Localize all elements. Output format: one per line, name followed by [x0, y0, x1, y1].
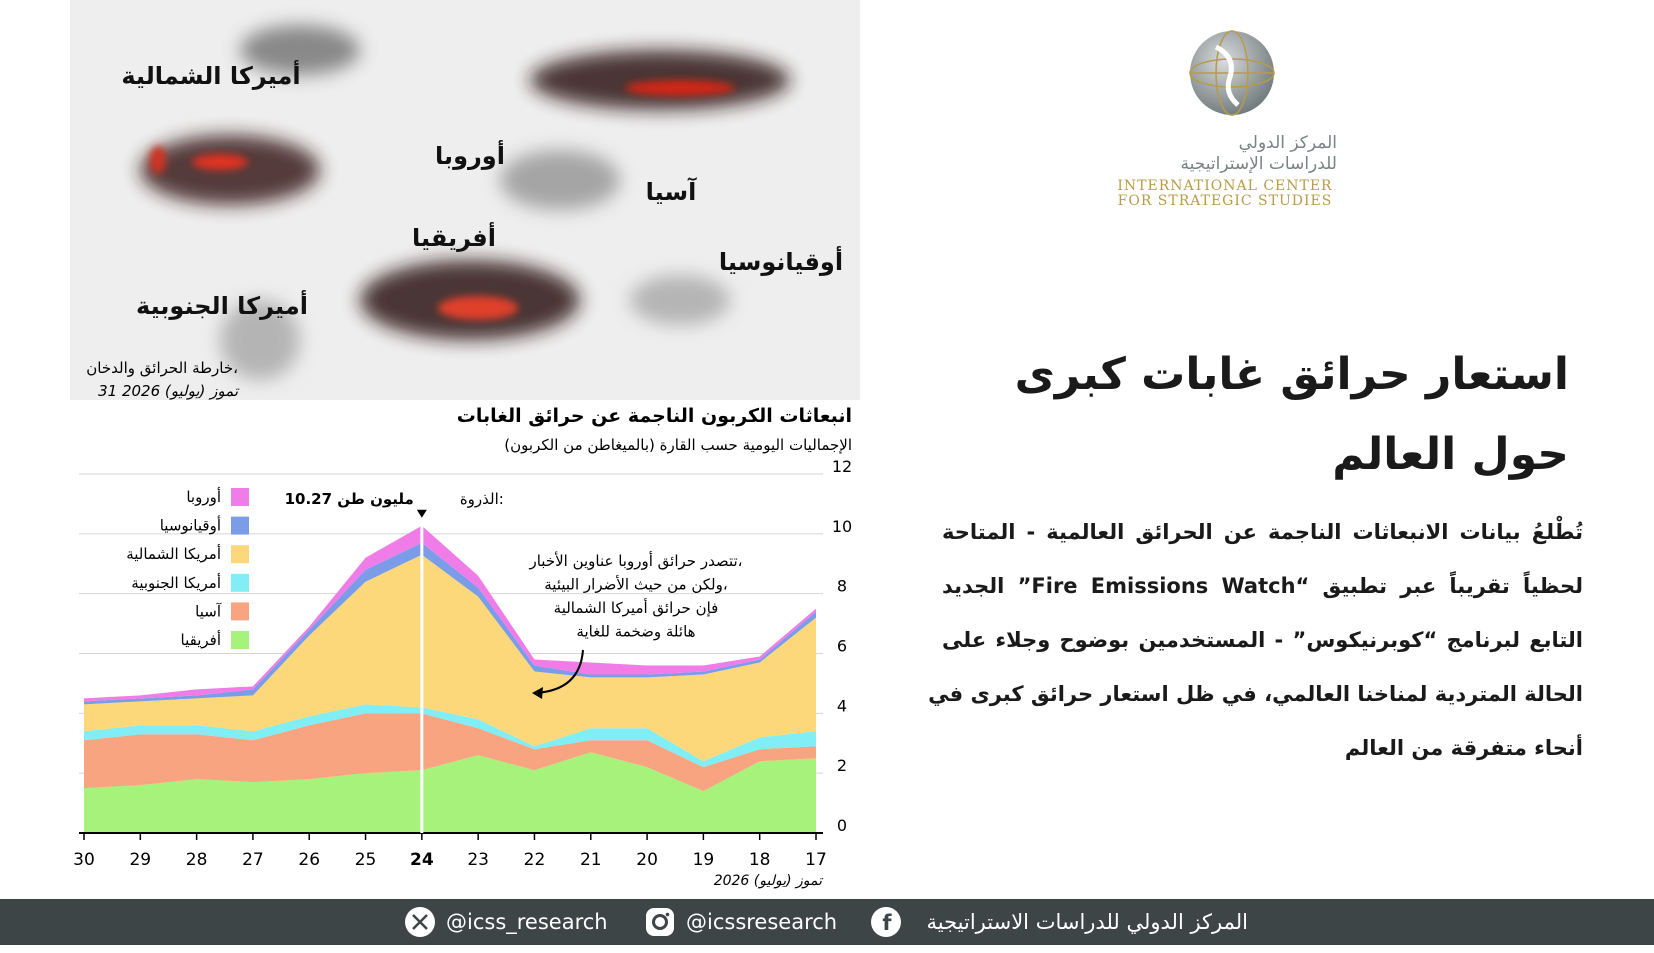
logo-arabic-line: المركز الدولي [1238, 133, 1337, 153]
article-line: التابع لبرنامج “كوبرنيكوس” - المستخدمين … [942, 628, 1583, 652]
x-tick-label: 25 [355, 850, 377, 870]
x-tick-label: 29 [129, 850, 151, 870]
x-tick-label: 22 [524, 850, 546, 870]
x-tick-label: 18 [749, 850, 771, 870]
map-caption: 31 تموز (يوليو) 2026 [98, 382, 240, 400]
continent-label: أفريقيا [412, 222, 496, 252]
footer-instagram[interactable]: @icssresearch [686, 910, 838, 934]
continent-labels: أميركا الشمالية أوروبا آسيا أفريقيا أوقي… [121, 60, 843, 320]
peak-label: الذروة: [460, 490, 504, 508]
logo-english: INTERNATIONAL CENTER FOR STRATEGIC STUDI… [1112, 179, 1338, 209]
legend-swatch [231, 602, 249, 621]
legend-label: أمريكا الجنوبية [131, 573, 221, 592]
area [84, 704, 816, 768]
footer-x[interactable]: @icss_research [446, 910, 608, 934]
legend-label: آسيا [195, 602, 222, 620]
area [84, 713, 816, 792]
area [84, 525, 816, 702]
continent-label: أوقيانوسيا [719, 246, 843, 276]
y-tick-label: 8 [837, 577, 847, 596]
callout-text: هائلة وضخمة للغاية [576, 623, 695, 641]
svg-text:f: f [882, 911, 892, 935]
callout-arrowhead [532, 687, 543, 699]
logo [1186, 27, 1278, 123]
logo-english-line: FOR STRATEGIC STUDIES [1117, 193, 1333, 209]
article-line: لحظياً تقريباً عبر تطبيق “Fire Emissions… [942, 574, 1583, 598]
y-tick-label: 2 [837, 756, 847, 775]
fire-map [70, 0, 860, 400]
y-tick-label: 12 [832, 457, 852, 476]
footer: المركز الدولي للدراسات الاستراتيجية f @i… [0, 899, 1654, 945]
footer-organization[interactable]: المركز الدولي للدراسات الاستراتيجية [926, 910, 1248, 934]
x-tick-label: 23 [467, 850, 489, 870]
legend-swatch [231, 516, 249, 535]
article-line: تُطْلعُ بيانات الانبعاثات الناجمة عن الح… [942, 520, 1583, 544]
legend-label: أمريكا الشمالية [126, 544, 221, 563]
callout-arrow [535, 649, 584, 694]
x-tick-label: 27 [242, 850, 264, 870]
logo-arabic-line: للدراسات الإستراتيجية [1180, 154, 1337, 174]
map-caption: خارطة الحرائق والدخان، [86, 359, 238, 377]
logo-arabic: المركز الدولي للدراسات الإستراتيجية [1181, 133, 1337, 175]
legend-swatch [231, 545, 249, 564]
continent-label: آسيا [646, 177, 697, 206]
chart: أميركا الشمالية أوروبا آسيا أفريقيا أوقي… [70, 0, 860, 889]
x-axis-label: تموز (يوليو) 2026 [714, 873, 824, 889]
peak-label-text: الذروة: [460, 490, 504, 508]
article-line: الحالة المتردية لمناخنا العالمي، في ظل ا… [928, 682, 1583, 706]
x-tick-label: 20 [636, 850, 658, 870]
peak-marker [416, 509, 427, 518]
article-line: أنحاء متفرقة من العالم [1344, 736, 1583, 760]
x-tick-label: 26 [298, 850, 320, 870]
continent-label: أوروبا [435, 140, 505, 170]
x-tick-label: 19 [693, 850, 715, 870]
chart-subtitle: الإجماليات اليومية حسب القارة (بالميغاطن… [504, 436, 852, 454]
facebook-icon[interactable]: f [870, 906, 902, 952]
x-tick-label: 17 [805, 850, 827, 870]
legend-label: أفريقيا [181, 630, 221, 649]
y-tick-label: 0 [837, 816, 847, 835]
legend-swatch [231, 631, 249, 649]
continent-label: أميركا الجنوبية [136, 290, 308, 320]
peak-value-label: 10.27 مليون طن [285, 490, 414, 508]
callout-text: تتصدر حرائق أوروبا عناوين الأخبار، [528, 551, 742, 570]
continent-label: أميركا الشمالية [121, 60, 300, 90]
area [84, 554, 816, 762]
callout-text: فإن حرائق أميركا الشمالية [554, 598, 719, 617]
logo-globe [1189, 30, 1275, 116]
x-tick-label: 30 [73, 850, 95, 870]
logo-english-line: INTERNATIONAL CENTER [1117, 178, 1333, 194]
legend-swatch [231, 573, 249, 592]
legend-label: أوقيانوسيا [160, 516, 221, 535]
legend-swatch [231, 488, 249, 506]
article-title-line: حول العالم [1332, 429, 1569, 480]
y-tick-label: 4 [837, 696, 847, 715]
instagram-icon[interactable] [645, 907, 675, 953]
article-title: استعار حرائق غابات كبرى حول العالم [1015, 335, 1569, 495]
x-icon[interactable] [404, 906, 436, 952]
y-tick-label: 10 [832, 517, 852, 536]
article-title-line: استعار حرائق غابات كبرى [1014, 349, 1569, 400]
chart-title: انبعاثات الكربون الناجمة عن حرائق الغابا… [457, 405, 852, 427]
callout-text: ولكن من حيث الأضرار البيئية، [544, 575, 727, 594]
area [84, 752, 816, 833]
x-tick-label: 24 [410, 850, 434, 870]
area [84, 542, 816, 705]
legend-label: أوروبا [186, 487, 221, 506]
x-tick-label: 28 [186, 850, 208, 870]
y-tick-label: 6 [837, 637, 847, 656]
x-tick-label: 21 [580, 850, 602, 870]
